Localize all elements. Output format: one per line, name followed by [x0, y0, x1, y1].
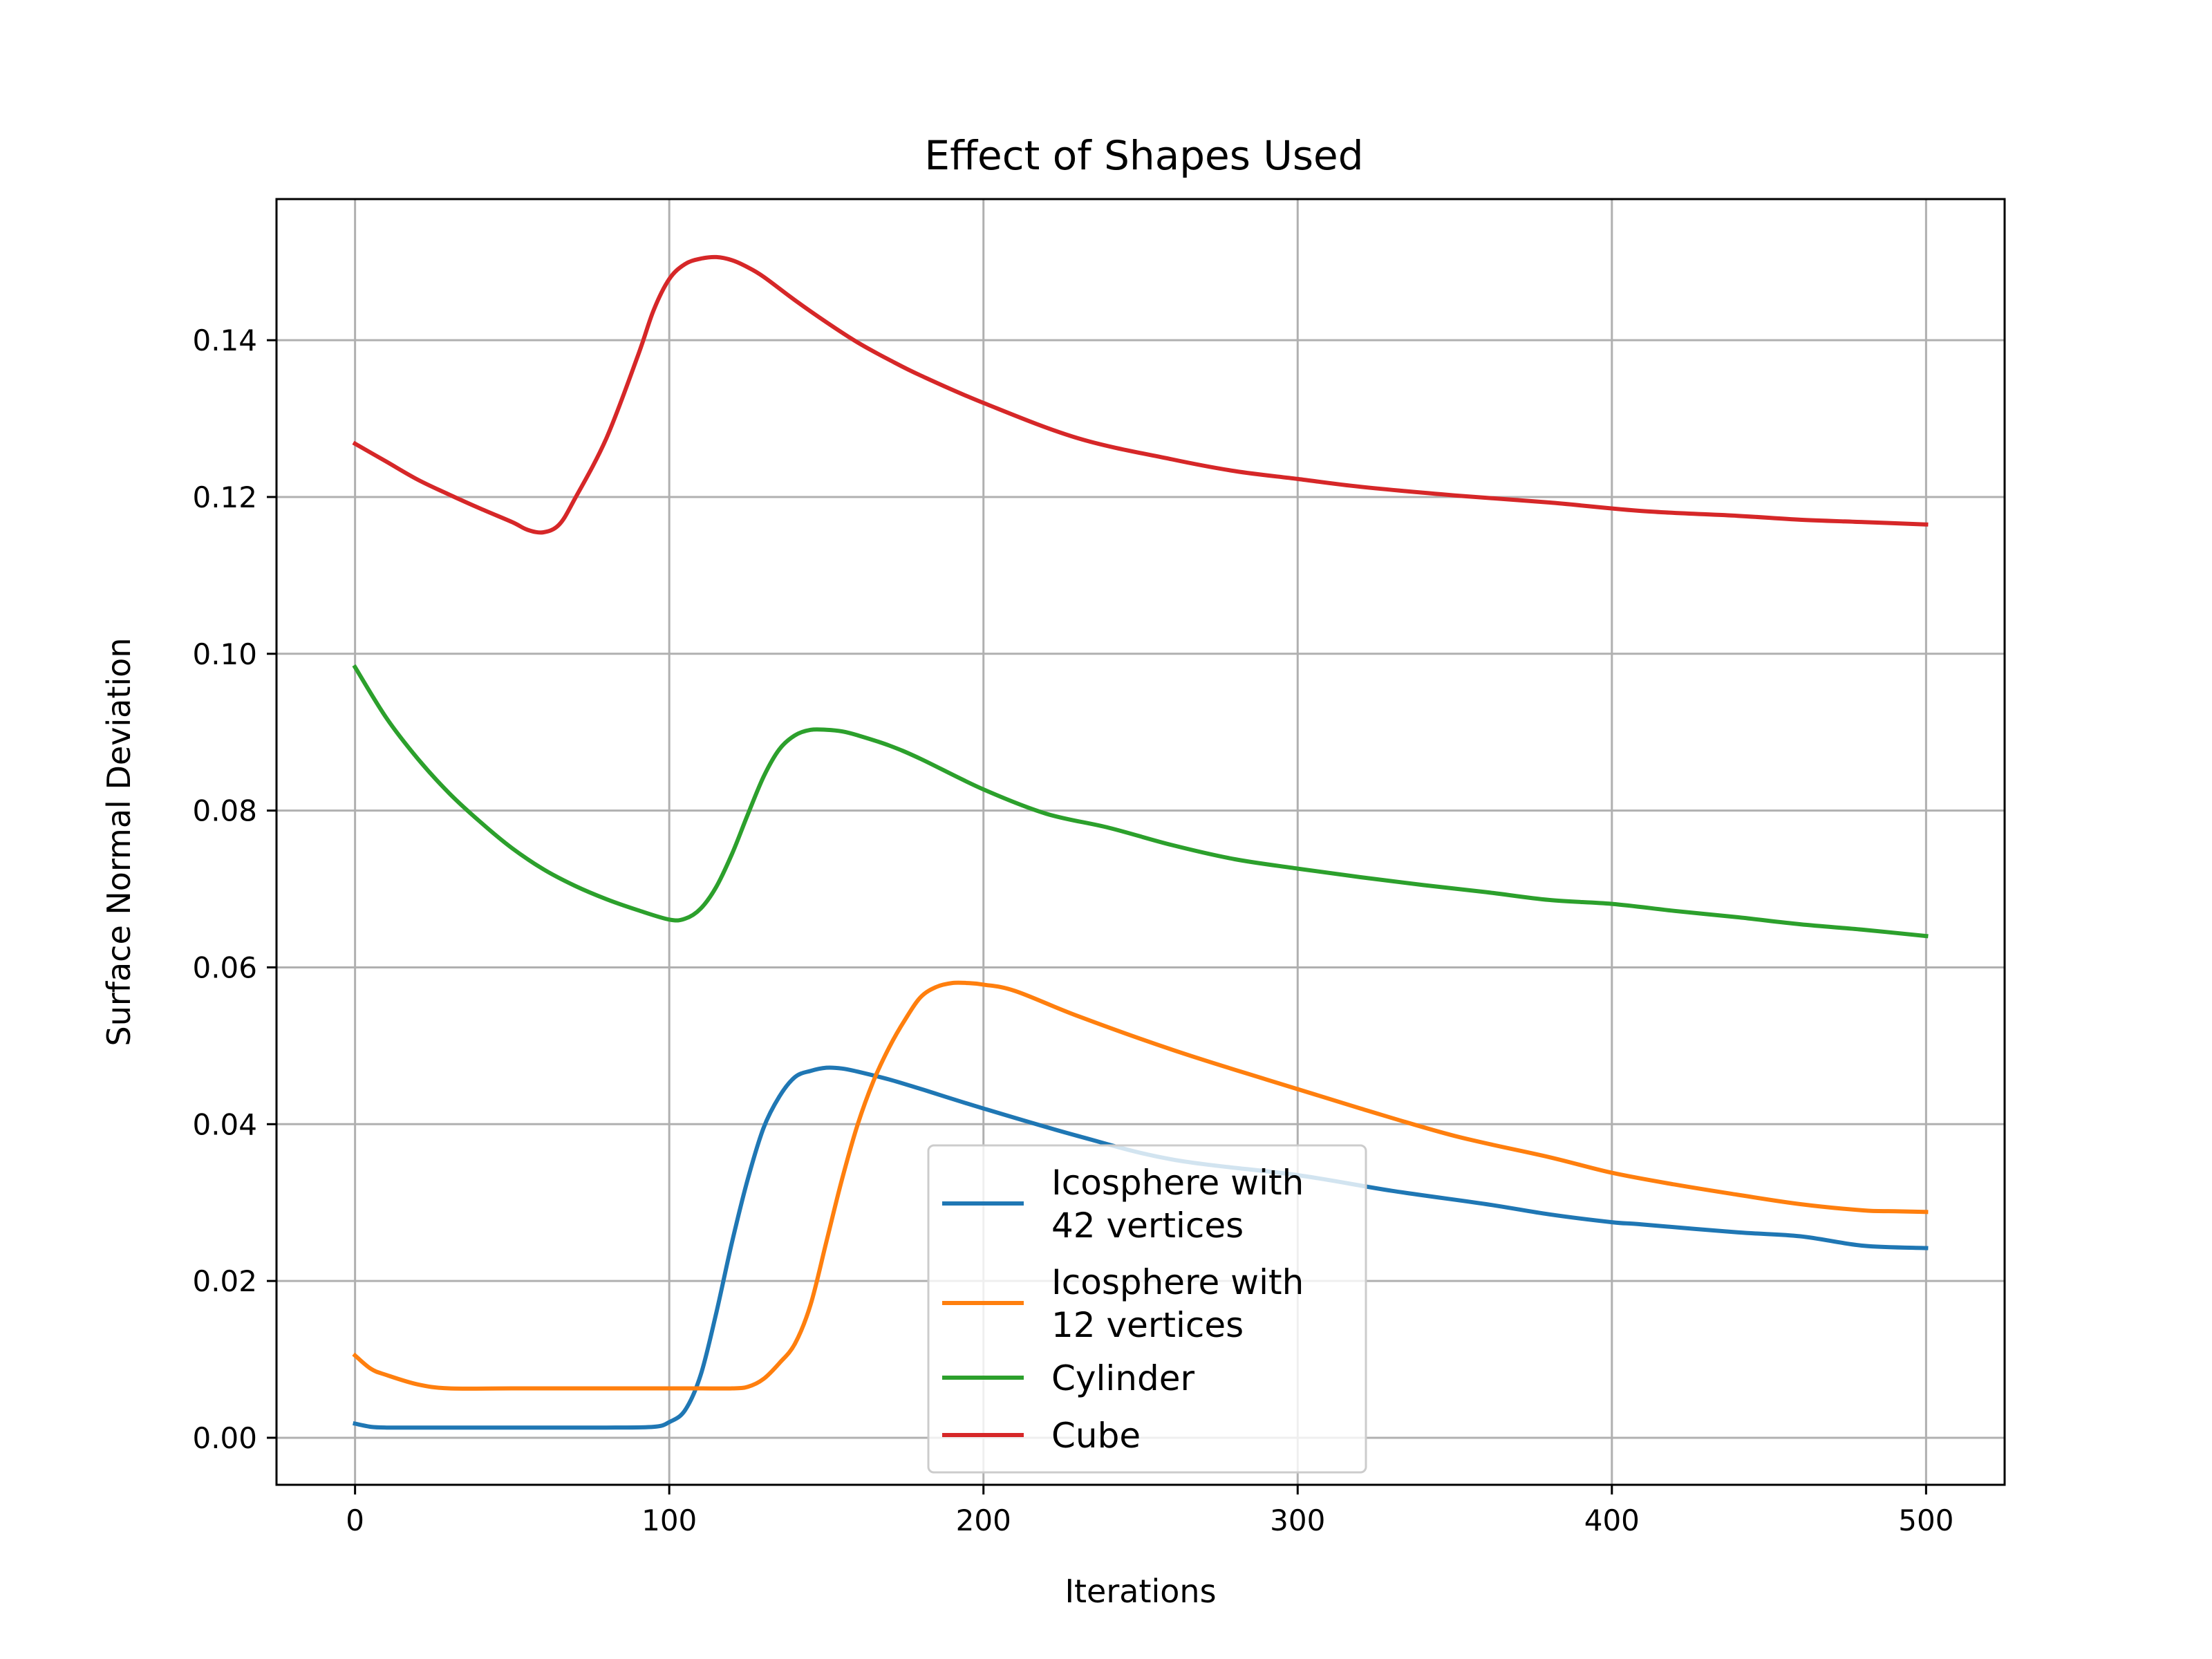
x-tick-label: 500 — [1898, 1503, 1953, 1537]
x-tick-label: 300 — [1270, 1503, 1325, 1537]
y-tick-label: 0.08 — [192, 794, 257, 828]
legend-label-0: Icosphere with 42 vertices — [1051, 1163, 1304, 1246]
series-line-3 — [352, 254, 1929, 535]
legend-box — [927, 1144, 1367, 1474]
y-tick-label: 0.02 — [192, 1264, 257, 1298]
legend: Icosphere with 42 vertices Icosphere with 1… — [927, 1144, 1367, 1474]
series-lines — [352, 254, 1929, 1430]
y-tick-label: 0.10 — [192, 637, 257, 671]
y-tick-label: 0.14 — [192, 324, 257, 357]
y-tick-label: 0.00 — [192, 1421, 257, 1455]
series-line-1 — [352, 980, 1929, 1391]
chart-title: Effect of Shapes Used — [924, 132, 1363, 179]
x-tick-label: 0 — [346, 1503, 364, 1537]
series-line-0 — [353, 1065, 1929, 1430]
legend-label-2: Cylinder — [1051, 1358, 1194, 1398]
y-axis-label: Surface Normal Deviation — [100, 638, 138, 1047]
grid — [276, 199, 2005, 1485]
y-tick-label: 0.04 — [192, 1107, 257, 1141]
y-tick-label: 0.12 — [192, 480, 257, 514]
series-line-2 — [352, 664, 1929, 939]
plot-area-frame — [275, 198, 2006, 1486]
x-axis-label: Iterations — [1065, 1573, 1216, 1610]
x-tick-label: 100 — [641, 1503, 697, 1537]
legend-label-1: Icosphere with 12 vertices — [1051, 1262, 1304, 1345]
x-tick-label: 400 — [1584, 1503, 1640, 1537]
y-tick-label: 0.06 — [192, 950, 257, 984]
x-tick-label: 200 — [956, 1503, 1011, 1537]
legend-label-3: Cube — [1051, 1416, 1141, 1456]
axis-ticks: 0 100 200 300 400 500 0.00 0.02 0.04 0.06 0.08 0.10… — [192, 324, 1953, 1537]
